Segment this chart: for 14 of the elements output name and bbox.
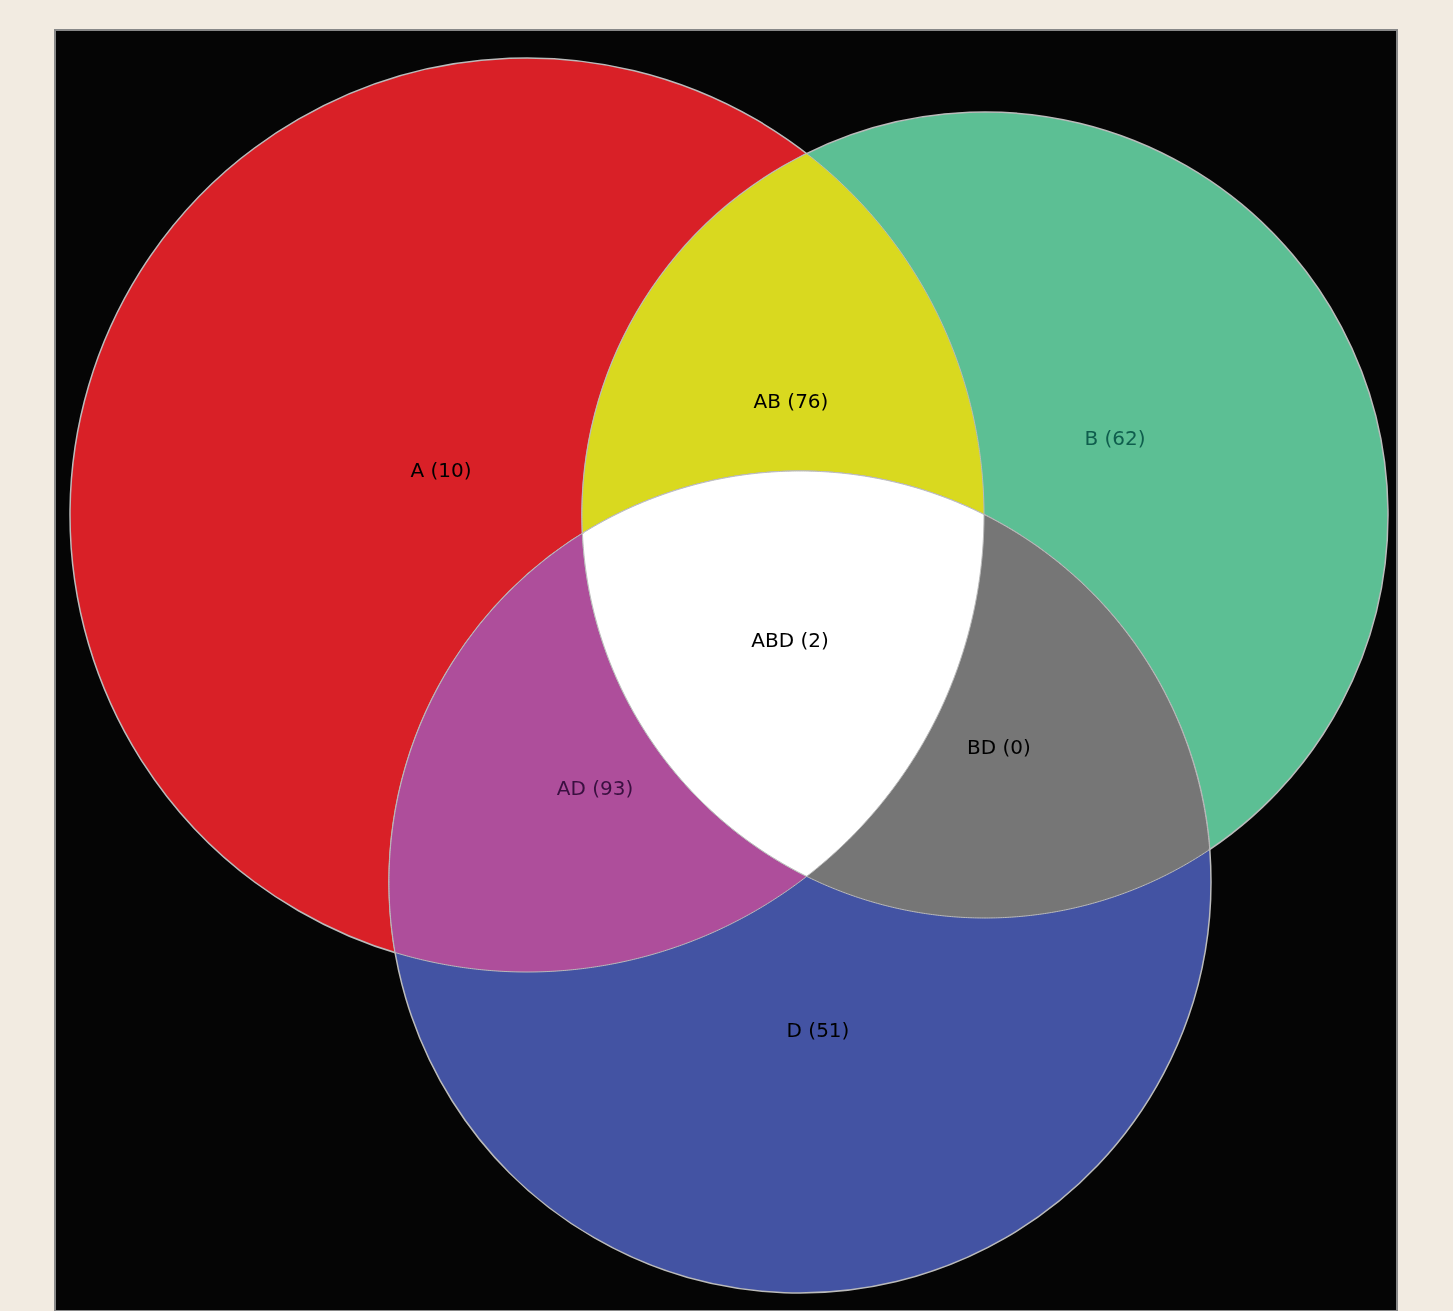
category-label: BD	[967, 735, 997, 759]
category-label: D	[786, 1018, 802, 1042]
category-label: B	[1084, 426, 1099, 450]
category-label: AD	[556, 776, 586, 800]
category-label: A	[410, 458, 425, 482]
data-label: (62)	[1104, 426, 1146, 450]
category-label: ABD	[751, 628, 795, 652]
data-label: (93)	[592, 776, 634, 800]
data-label: (10)	[430, 458, 472, 482]
data-label: (0)	[1002, 735, 1031, 759]
data-label: (2)	[800, 628, 829, 652]
category-label: AB	[753, 389, 781, 413]
data-label: (51)	[808, 1018, 850, 1042]
data-label: (76)	[787, 389, 829, 413]
